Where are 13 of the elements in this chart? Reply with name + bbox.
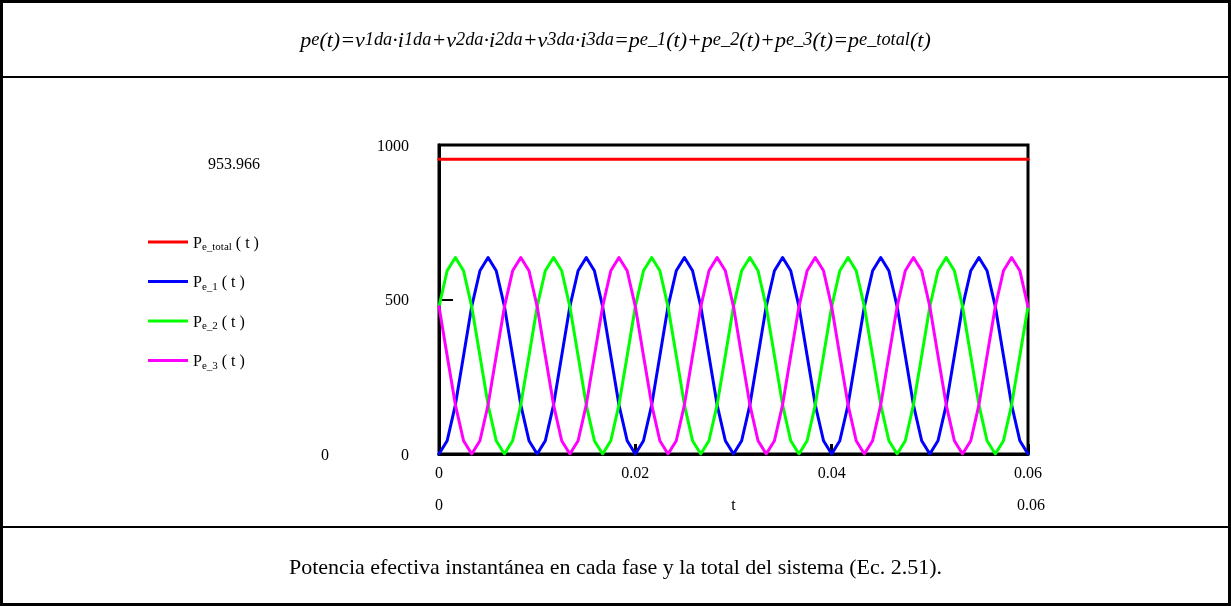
text: 0.06 — [1017, 495, 1045, 513]
x-tick-label: 0.02 — [621, 463, 650, 481]
y-tick-label: 1000 — [377, 136, 409, 154]
x-tick-label: 0.04 — [817, 463, 846, 481]
text: 0 — [321, 445, 329, 463]
text: 953.966 — [208, 154, 260, 172]
x-tick-label: 0.06 — [1014, 463, 1042, 481]
x-axis-title: t — [731, 495, 737, 513]
y-tick-label: 0 — [401, 445, 409, 463]
y-tick-label: 500 — [385, 291, 409, 308]
text: 0 — [435, 495, 443, 513]
x-tick-label: 0 — [435, 463, 443, 481]
text: Potencia efectiva instantánea en cada fase y la total del sistema (Ec. 2.51). — [3, 526, 1228, 605]
